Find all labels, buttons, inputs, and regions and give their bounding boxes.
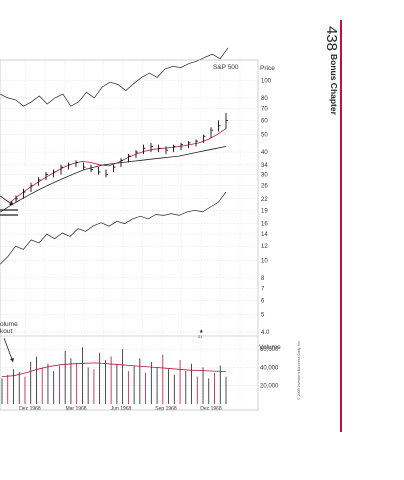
price-bar [30,182,33,193]
price-bar [195,139,198,147]
price-bar [68,162,71,170]
price-tick-label: 7 [261,286,265,292]
x-tick-label: Sep 1968 [155,406,177,412]
price-bar [98,167,101,175]
price-tick-label: 22 [261,197,268,203]
price-tick-label: 60 [261,118,268,124]
x-tick-label: Mar 1968 [65,406,86,412]
price-tick-label: 70 [261,106,268,112]
price-bar [203,134,206,143]
annotation-line-2: kout [0,328,12,335]
sp500-line [0,47,229,107]
price-bar [165,146,168,155]
volume-axis-title: Volume [259,344,281,351]
price-bar [210,127,213,138]
price-bar [113,164,116,173]
breakout-arrow-head [9,201,13,205]
price-bar [128,154,131,163]
price-tick-label: 16 [261,222,268,228]
price-tick-label: 10 [261,258,268,264]
x-tick-label: Jun 1968 [111,406,132,412]
star-marker: ★ [199,329,204,335]
price-tick-label: 12 [261,244,268,250]
price-bar [143,144,146,155]
price-tick-label: 40 [261,150,268,156]
short-moving-average-line [9,128,227,203]
price-bar [188,141,191,149]
price-bar [158,144,161,153]
page-number: 438 [323,26,340,51]
price-bar [83,162,86,170]
price-tick-label: 5 [261,313,265,319]
price-tick-label: 14 [261,232,268,238]
relative-strength-line [0,191,227,265]
copyright-notice: © 2009 Investor's Business Daily, Inc. [297,340,301,400]
price-tick-label: 26 [261,184,268,190]
price-bar [45,172,48,180]
volume-average-line [1,362,227,377]
price-bar [23,188,26,199]
price-axis-title: Price [260,65,275,72]
volume-arrow-head [10,358,14,362]
price-tick-label: 4.0 [261,330,270,336]
price-tick-label: 80 [261,96,268,102]
grid [0,60,258,404]
price-bar [180,142,183,151]
price-bar [150,142,153,153]
price-bar [75,160,78,168]
x-tick-label: Dec 1968 [200,406,222,412]
price-bar [135,150,138,159]
price-bar [53,169,56,178]
volume-tick-label: 40,000 [260,365,279,371]
chapter-title: Bonus Chapter [329,54,339,116]
annotation-line-1: olume [0,321,18,328]
price-tick-label: 6 [261,298,265,304]
price-bar [173,144,176,153]
price-tick-label: 100 [261,78,272,84]
long-moving-average-line [0,146,227,213]
x-tick-label: Dec 1968 [19,406,41,412]
price-bar [90,164,93,173]
chart-frame [0,59,259,411]
volume-arrow [3,337,14,363]
price-bar [105,169,108,178]
price-bar [120,158,123,168]
index-label: S&P 500 [213,64,239,71]
price-tick-label: 50 [261,133,268,139]
price-bar [60,164,63,175]
price-tick-label: 19 [261,208,268,214]
price-tick-label: 30 [261,173,268,179]
axes: 100 80 70 60 50 40 34 30 26 22 19 16 14 12 10 8 7 6 5 4.0 60… [19,78,279,412]
volume-tick-label: 20,000 [260,384,279,390]
price-tick-label: 34 [261,163,268,169]
price-bar [15,195,18,203]
price-tick-label: 8 [261,276,265,282]
price-bar [225,112,228,129]
price-bar [218,120,221,132]
price-bar [38,177,41,186]
volume-tick-label: 60,000 [260,347,279,353]
marker-note: 21 [198,334,203,339]
series-group [0,47,229,404]
